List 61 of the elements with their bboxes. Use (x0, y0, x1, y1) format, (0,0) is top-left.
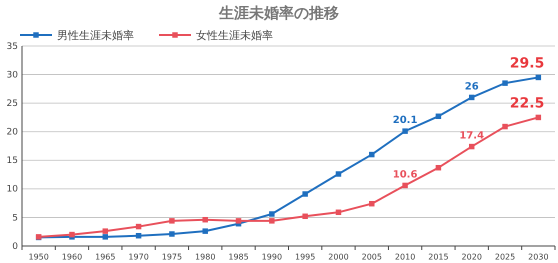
legend-label: 女性生涯未婚率 (196, 29, 273, 42)
x-tick-label: 1950 (28, 252, 49, 262)
point (436, 114, 442, 120)
x-tick-label: 2005 (362, 252, 382, 262)
x-tick-label: 2015 (428, 252, 449, 262)
y-tick-label: 20 (6, 128, 18, 138)
point (336, 210, 342, 216)
annotation: 22.5 (510, 95, 544, 112)
point (102, 228, 108, 234)
x-tick-label: 1990 (262, 252, 282, 262)
point (402, 128, 408, 134)
point (302, 214, 308, 220)
x-tick-label: 1960 (62, 252, 82, 262)
point (202, 228, 208, 234)
point (468, 94, 474, 100)
x-tick-label: 2020 (462, 252, 482, 262)
point (69, 232, 75, 238)
point (436, 164, 442, 170)
point (369, 152, 375, 158)
y-tick-label: 5 (12, 213, 18, 224)
x-tick-label: 1995 (294, 252, 316, 262)
x-tick-label: 1985 (228, 252, 249, 262)
point (102, 234, 108, 240)
x-tick-label: 1970 (128, 252, 149, 262)
y-tick-label: 30 (6, 70, 18, 80)
point (136, 224, 142, 230)
x-tick-label: 2030 (528, 252, 549, 262)
y-tick-label: 0 (12, 242, 18, 252)
point (502, 124, 508, 130)
legend-label: 男性生涯未婚率 (57, 29, 134, 42)
point (202, 216, 208, 222)
point (169, 218, 175, 224)
point (536, 114, 542, 120)
y-tick-label: 15 (6, 156, 18, 166)
point (369, 200, 375, 206)
point (136, 232, 142, 238)
point (468, 144, 474, 150)
point (169, 231, 175, 237)
point (269, 211, 275, 217)
point (502, 80, 508, 86)
x-tick-label: 2010 (394, 252, 416, 262)
point (336, 171, 342, 177)
point (236, 218, 242, 224)
y-tick-label: 35 (6, 42, 18, 52)
y-tick-label: 25 (6, 99, 18, 110)
data-label: 17.4 (459, 130, 484, 142)
data-label: 26 (464, 81, 479, 92)
chart-title: 生涯未婚率の推移 (218, 4, 339, 22)
annotation: 29.5 (510, 55, 544, 72)
x-tick-label: 1980 (195, 252, 216, 262)
x-tick-label: 1965 (95, 252, 116, 262)
data-label: 20.1 (392, 115, 418, 126)
x-tick-label: 1975 (162, 252, 182, 262)
y-tick-label: 10 (6, 184, 18, 195)
point (302, 191, 308, 197)
point (402, 182, 408, 188)
point (269, 218, 275, 224)
x-tick-label: 2025 (494, 252, 516, 262)
x-tick-label: 2000 (328, 252, 349, 262)
point (536, 74, 542, 80)
data-label: 10.6 (392, 169, 418, 180)
